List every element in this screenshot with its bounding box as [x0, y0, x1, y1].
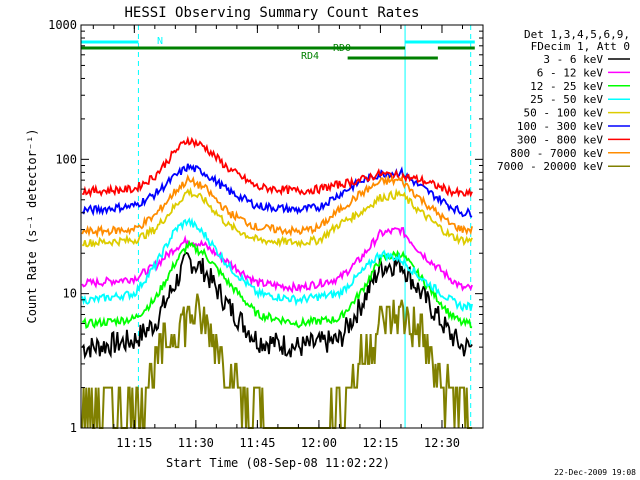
y-tick-label: 10	[63, 287, 77, 301]
y-axis-label: Count Rate (s⁻¹ detector⁻¹)	[25, 128, 39, 323]
x-tick-label: 11:15	[116, 436, 152, 450]
x-tick-label: 11:30	[178, 436, 214, 450]
series-line	[82, 239, 473, 329]
legend-entry-label: 50 - 100 keV	[524, 107, 604, 120]
series-line	[82, 135, 473, 199]
axes-layer: 11:15 11:30 11:45 12:00 12:15 12:30 1 10 100 1000	[48, 18, 484, 450]
x-axis-label: Start Time (08-Sep-08 11:02:22)	[166, 456, 390, 470]
series-line	[81, 251, 473, 360]
series-line	[81, 217, 473, 313]
y-tick-label: 1000	[48, 18, 77, 32]
legend-entry-label: 7000 - 20000 keV	[497, 160, 603, 173]
legend-entry-label: 100 - 300 keV	[517, 120, 603, 133]
plot-frame	[80, 24, 484, 429]
footer-date: 22-Dec-2009 19:08	[554, 468, 636, 477]
legend-entry-label: 12 - 25 keV	[530, 80, 603, 93]
annotations-layer: N RD0 RD4	[81, 25, 475, 428]
series-line	[81, 174, 473, 239]
x-tick-label: 12:15	[362, 436, 398, 450]
series-line	[81, 163, 473, 218]
y-tick-label: 1	[70, 421, 77, 435]
x-tick-label: 11:45	[239, 436, 275, 450]
legend-entry-label: 3 - 6 keV	[543, 53, 603, 66]
x-tick-label: 12:00	[301, 436, 337, 450]
flag-bar-label: N	[157, 36, 163, 47]
legend-entry-label: 300 - 800 keV	[517, 133, 603, 146]
flag-bar-label: RD4	[301, 51, 319, 62]
x-tick-label: 12:30	[424, 436, 460, 450]
chart-title: HESSI Observing Summary Count Rates	[124, 5, 419, 21]
flag-bar-label: RD0	[333, 43, 351, 54]
legend: Det 1,3,4,5,6,9,FDecim 1, Att 03 - 6 keV…	[497, 28, 630, 173]
y-tick-label: 100	[55, 152, 77, 166]
series-line	[82, 186, 473, 249]
legend-entry-label: 25 - 50 keV	[530, 93, 603, 106]
legend-header: Det 1,3,4,5,6,9,	[524, 28, 630, 41]
legend-header: FDecim 1, Att 0	[531, 40, 630, 53]
legend-entry-label: 6 - 12 keV	[537, 66, 604, 79]
series-layer	[81, 135, 473, 429]
legend-entry-label: 800 - 7000 keV	[510, 147, 603, 160]
